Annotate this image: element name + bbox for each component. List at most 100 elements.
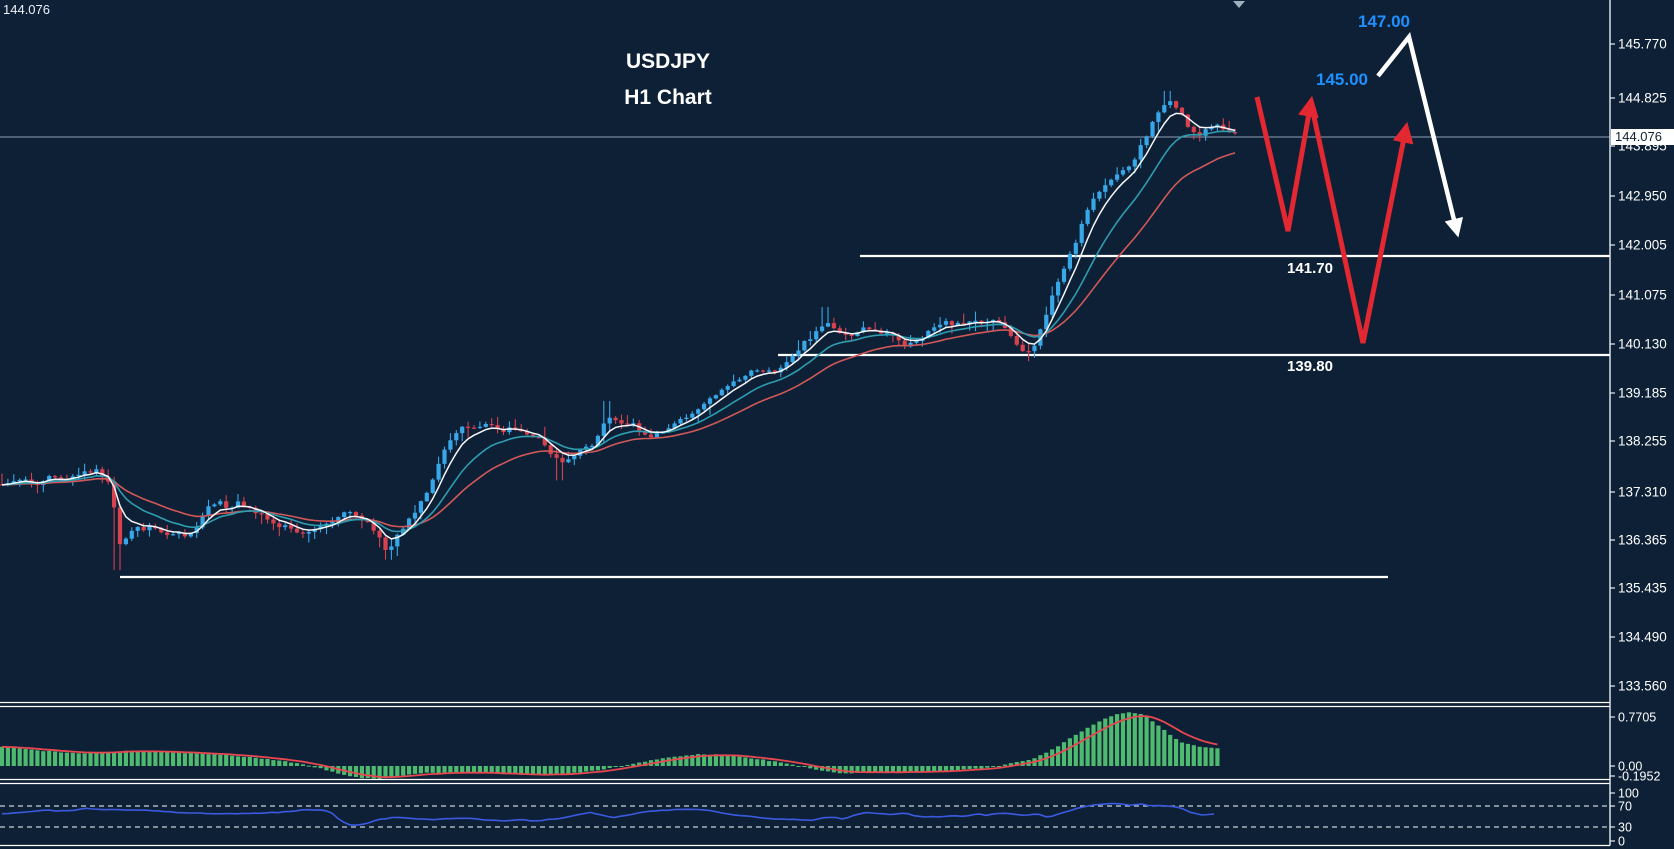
osma-histogram-bar bbox=[619, 766, 624, 767]
osma-histogram-bar bbox=[991, 766, 996, 767]
osma-histogram-bar bbox=[749, 758, 754, 766]
white-projection-arrow[interactable] bbox=[1376, 32, 1464, 238]
candle-body bbox=[896, 335, 901, 341]
candle-body bbox=[572, 455, 577, 460]
osma-histogram-bar bbox=[277, 760, 282, 766]
candle-body bbox=[1162, 105, 1167, 113]
candle-body bbox=[76, 474, 81, 477]
candle-body bbox=[1126, 166, 1131, 171]
candle-body bbox=[265, 513, 270, 520]
candle-body bbox=[330, 521, 335, 524]
osma-histogram-bar bbox=[324, 766, 329, 771]
candle-body bbox=[483, 424, 488, 427]
osma-histogram-bar bbox=[471, 766, 477, 773]
osma-histogram-bar bbox=[713, 754, 718, 766]
osma-histogram-bar bbox=[997, 766, 1002, 767]
candle-body bbox=[595, 435, 600, 446]
osma-histogram-bar bbox=[1138, 713, 1143, 766]
osma-histogram-bar bbox=[1050, 749, 1055, 766]
candle-body bbox=[477, 426, 482, 429]
red-projection-arrow-2[interactable] bbox=[1308, 102, 1414, 344]
osma-histogram-bar bbox=[289, 762, 294, 766]
osma-histogram-bar bbox=[29, 749, 34, 766]
osma-histogram-bar bbox=[631, 763, 636, 766]
osma-histogram-bar bbox=[436, 766, 441, 774]
osma-histogram-bar bbox=[1079, 731, 1084, 766]
osma-histogram-bar bbox=[766, 761, 772, 766]
osma-histogram-bar bbox=[1215, 748, 1220, 766]
candle-body bbox=[159, 528, 164, 533]
osma-histogram-bar bbox=[1179, 742, 1185, 766]
candle-body bbox=[436, 463, 441, 480]
osma-histogram-bar bbox=[0, 746, 5, 766]
osma-histogram-bar bbox=[955, 766, 960, 771]
candle-body bbox=[525, 431, 530, 435]
osma-histogram-bar bbox=[896, 766, 901, 773]
osma-histogram-bar bbox=[884, 766, 890, 773]
osma-histogram-bar bbox=[94, 753, 99, 766]
current-price-chip: 144.076 bbox=[1611, 129, 1674, 145]
candle-body bbox=[589, 445, 595, 448]
projection-annotations bbox=[1254, 32, 1464, 344]
osma-histogram-bar bbox=[47, 750, 52, 766]
candle-body bbox=[560, 457, 565, 463]
osma-histogram-bar bbox=[259, 758, 264, 766]
candle-body bbox=[1020, 344, 1025, 352]
osma-histogram-bar bbox=[1162, 729, 1167, 766]
osma-histogram-bar bbox=[808, 766, 813, 769]
osma-histogram-bar bbox=[188, 752, 193, 766]
chart-title-symbol: USDJPY bbox=[625, 50, 711, 73]
candle-body bbox=[1050, 295, 1055, 315]
osma-histogram-bar bbox=[1120, 713, 1126, 766]
target-price-147-label[interactable]: 147.00 bbox=[1358, 12, 1410, 31]
price-axis-label: 144.825 bbox=[1618, 91, 1667, 106]
osma-histogram-bar bbox=[1008, 763, 1013, 766]
candle-body bbox=[778, 367, 783, 373]
ma-mid-line bbox=[1, 130, 1236, 533]
osma-histogram-bar bbox=[483, 766, 488, 773]
osma-histogram-bar bbox=[1109, 716, 1114, 766]
candle-body bbox=[1120, 170, 1126, 175]
osma-histogram-bar bbox=[507, 766, 512, 775]
candle-body bbox=[1109, 179, 1114, 186]
candle-body bbox=[1014, 335, 1019, 345]
osma-histogram-bar bbox=[867, 766, 872, 773]
osma-histogram-bar bbox=[330, 766, 335, 772]
indicator-panel-osma[interactable] bbox=[0, 712, 1220, 779]
red-projection-arrow-1[interactable] bbox=[1254, 95, 1319, 232]
osma-histogram-bar bbox=[383, 766, 388, 779]
price-axis-label: 140.130 bbox=[1618, 337, 1667, 352]
osma-histogram-bar bbox=[1197, 746, 1202, 766]
price-axis-label: 138.255 bbox=[1618, 434, 1667, 449]
candle-body bbox=[495, 425, 500, 430]
osma-histogram-bar bbox=[949, 766, 954, 771]
osma-histogram-bar bbox=[719, 755, 724, 766]
indicator-panel-rsi[interactable] bbox=[0, 802, 1610, 828]
osma-histogram-bar bbox=[601, 766, 606, 770]
candle-body bbox=[743, 375, 748, 380]
osma-histogram-bar bbox=[589, 766, 595, 771]
candle-body bbox=[1115, 174, 1120, 180]
osma-histogram-bar bbox=[595, 766, 600, 771]
support-139-80-label[interactable]: 139.80 bbox=[1287, 358, 1333, 375]
osma-histogram-bar bbox=[70, 752, 75, 766]
target-price-145-label[interactable]: 145.00 bbox=[1316, 70, 1368, 89]
candle-body bbox=[719, 389, 724, 396]
osma-histogram-bar bbox=[690, 755, 695, 766]
scroll-to-end-icon[interactable] bbox=[1233, 1, 1245, 8]
candle-body bbox=[554, 454, 559, 458]
candle-body bbox=[713, 395, 718, 399]
rsi-scale-label: 70 bbox=[1618, 800, 1632, 814]
candle-body bbox=[932, 327, 937, 331]
main-chart-area[interactable] bbox=[0, 90, 1610, 579]
osma-histogram-bar bbox=[430, 766, 435, 773]
osma-histogram-bar bbox=[678, 756, 683, 766]
candle-body bbox=[772, 370, 777, 373]
osma-histogram-bar bbox=[64, 752, 69, 766]
osma-histogram-bar bbox=[796, 766, 801, 767]
osma-histogram-bar bbox=[525, 766, 530, 775]
resistance-141-70-label[interactable]: 141.70 bbox=[1287, 260, 1333, 277]
osma-histogram-bar bbox=[271, 760, 276, 766]
candle-body bbox=[348, 512, 353, 514]
